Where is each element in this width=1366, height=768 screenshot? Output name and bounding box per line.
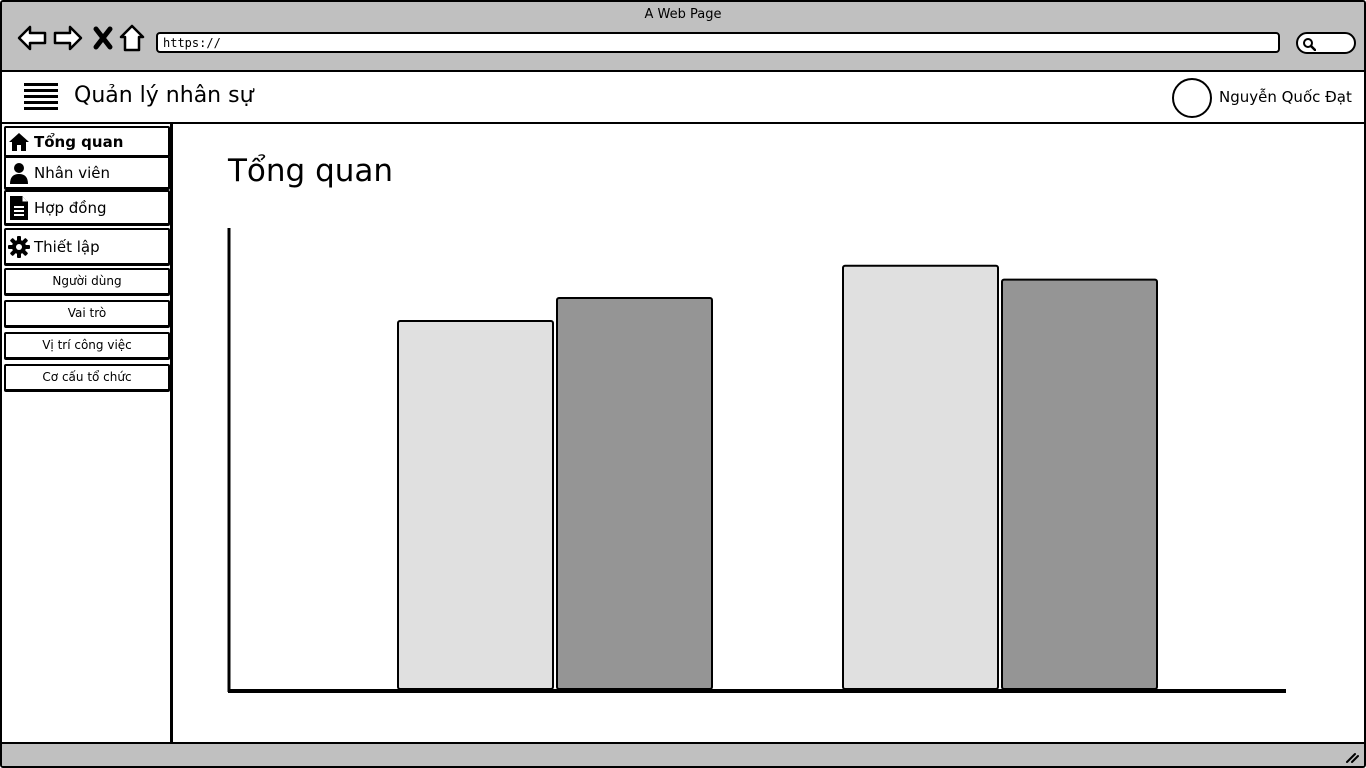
- status-bar: [2, 742, 1364, 766]
- sidebar-item-label: Hợp đồng: [34, 198, 107, 217]
- bar-1-series-1: [397, 320, 554, 690]
- home-icon: [6, 132, 32, 152]
- sidebar-item-label: Thiết lập: [34, 237, 100, 256]
- address-bar[interactable]: [156, 32, 1280, 53]
- sidebar-item-label: Nhân viên: [34, 163, 110, 182]
- bar-chart: [227, 228, 1286, 693]
- home-icon[interactable]: [118, 22, 146, 54]
- sidebar-item-overview[interactable]: Tổng quan: [4, 126, 170, 158]
- page-title: Tổng quan: [228, 153, 394, 189]
- resize-grip-icon[interactable]: [1344, 748, 1360, 764]
- window-title: A Web Page: [644, 7, 722, 22]
- sidebar-subitem-roles[interactable]: Vai trò: [4, 300, 170, 328]
- sidebar-item-settings[interactable]: Thiết lập: [4, 228, 170, 266]
- forward-arrow-icon[interactable]: [52, 22, 84, 54]
- user-icon: [6, 162, 32, 184]
- app-header: Quản lý nhân sự Nguyễn Quốc Đạt: [2, 72, 1364, 124]
- sidebar-item-contracts[interactable]: Hợp đồng: [4, 190, 170, 226]
- search-icon: [1303, 38, 1316, 51]
- app-title: Quản lý nhân sự: [74, 83, 254, 108]
- user-name[interactable]: Nguyễn Quốc Đạt: [1219, 88, 1352, 106]
- gear-icon: [6, 235, 32, 258]
- bar-2-series-2: [1001, 278, 1158, 690]
- search-field[interactable]: [1296, 32, 1356, 54]
- avatar[interactable]: [1172, 78, 1212, 118]
- sidebar: Tổng quan Nhân viên Hợp đồng: [2, 124, 173, 742]
- sidebar-subitem-users[interactable]: Người dùng: [4, 268, 170, 296]
- bar-1-series-2: [556, 297, 713, 690]
- sidebar-item-label: Tổng quan: [34, 132, 124, 151]
- close-icon[interactable]: [90, 22, 116, 54]
- hamburger-menu-icon[interactable]: [24, 83, 58, 113]
- bar-2-series-1: [842, 264, 999, 691]
- browser-toolbar: A Web Page: [2, 2, 1364, 72]
- back-arrow-icon[interactable]: [16, 22, 48, 54]
- document-icon: [6, 195, 32, 221]
- sidebar-subitem-positions[interactable]: Vị trí công việc: [4, 332, 170, 360]
- sidebar-subitem-org-structure[interactable]: Cơ cấu tổ chức: [4, 364, 170, 392]
- sidebar-item-employees[interactable]: Nhân viên: [4, 156, 170, 190]
